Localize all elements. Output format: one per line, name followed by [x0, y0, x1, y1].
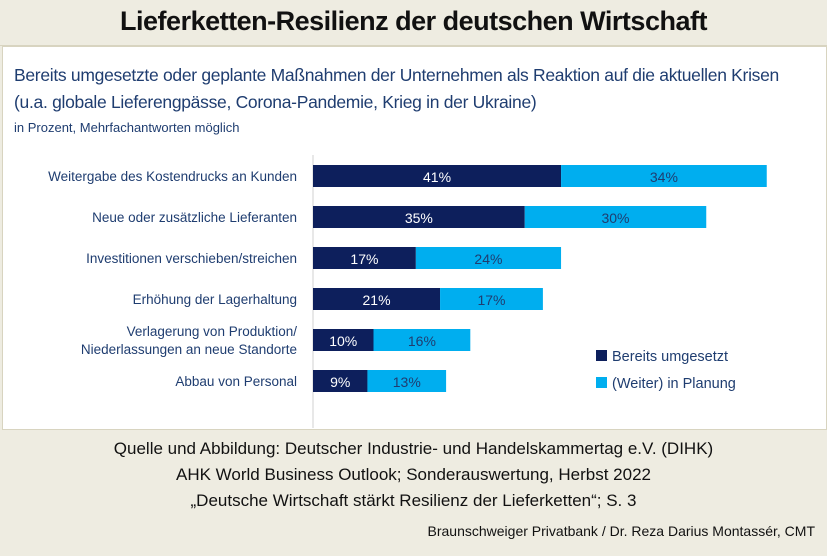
category-label: Verlagerung von Produktion/: [127, 324, 298, 339]
data-label: 24%: [474, 251, 502, 267]
category-label: Abbau von Personal: [175, 374, 297, 389]
data-label: 21%: [363, 292, 391, 308]
bar-segment: [415, 247, 562, 269]
credit: Braunschweiger Privatbank / Dr. Reza Dar…: [427, 523, 815, 539]
data-label: 17%: [477, 292, 505, 308]
bar-segment: [313, 165, 562, 187]
bar-segment: [367, 370, 447, 392]
legend-label: Bereits umgesetzt: [612, 349, 728, 365]
data-label: 16%: [408, 333, 436, 349]
category-label: Neue oder zusätzliche Lieferanten: [92, 210, 297, 225]
data-label: 41%: [423, 169, 451, 185]
category-label: Weitergabe des Kostendrucks an Kunden: [48, 169, 297, 184]
source-line: „Deutsche Wirtschaft stärkt Resilienz de…: [190, 491, 637, 510]
category-label: Erhöhung der Lagerhaltung: [133, 292, 297, 307]
source-note: Quelle und Abbildung: Deutscher Industri…: [0, 436, 827, 514]
data-label: 17%: [350, 251, 378, 267]
data-label: 30%: [601, 210, 629, 226]
bar-segment: [561, 165, 767, 187]
data-label: 34%: [650, 169, 678, 185]
title-band: Lieferketten-Resilienz der deutschen Wir…: [0, 0, 827, 46]
bar-segment: [373, 329, 471, 351]
data-label: 13%: [393, 374, 421, 390]
source-line: AHK World Business Outlook; Sonderauswer…: [176, 465, 651, 484]
bar-segment: [440, 288, 543, 310]
bar-segment: [313, 247, 416, 269]
source-line: Quelle und Abbildung: Deutscher Industri…: [113, 439, 714, 458]
bar-segment: [313, 370, 368, 392]
data-label: 35%: [405, 210, 433, 226]
bar-segment: [313, 288, 441, 310]
data-label: 10%: [329, 333, 357, 349]
bar-segment: [524, 206, 707, 228]
legend-swatch: [596, 350, 607, 361]
data-label: 9%: [330, 374, 350, 390]
legend-label: (Weiter) in Planung: [612, 376, 736, 392]
page-title: Lieferketten-Resilienz der deutschen Wir…: [120, 6, 707, 36]
legend-swatch: [596, 377, 607, 388]
chart-subtitle: in Prozent, Mehrfachantworten möglich: [14, 120, 240, 135]
bar-segment: [313, 206, 525, 228]
bar-segment: [313, 329, 374, 351]
category-label: Investitionen verschieben/streichen: [86, 251, 297, 266]
chart-area: [2, 46, 827, 430]
chart-title: Bereits umgesetzte oder geplante Maßnahm…: [14, 65, 779, 112]
category-label: Niederlassungen an neue Standorte: [81, 342, 297, 357]
